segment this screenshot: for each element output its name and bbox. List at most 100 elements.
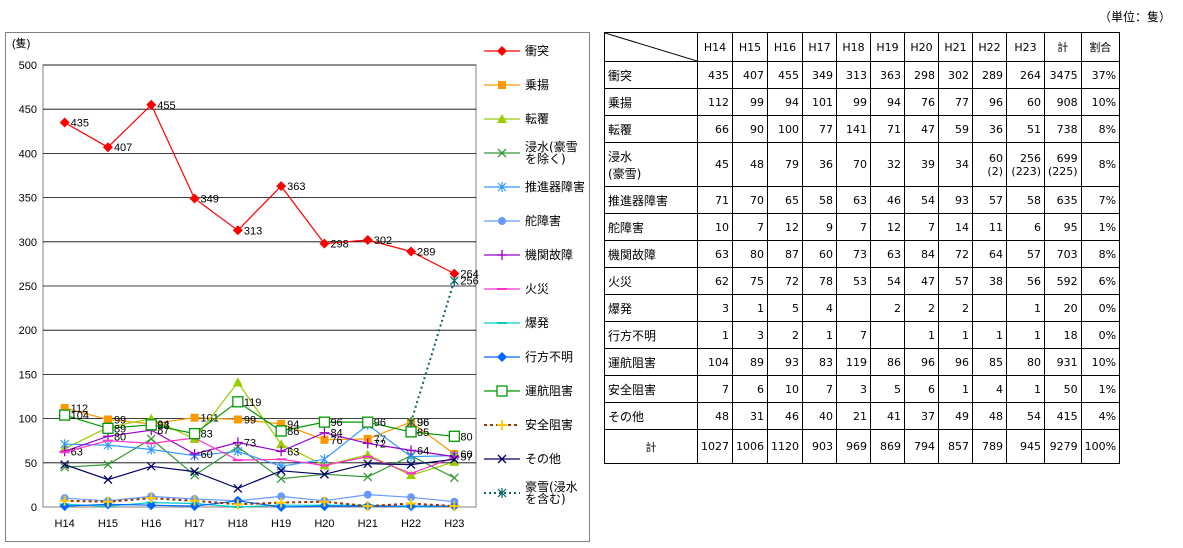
data-point [146,493,157,504]
table-cell: 8% [1080,240,1121,268]
table-row: 運航阻害 104 89 93 83 119 86 96 96 85 80 931 10% [604,348,1121,376]
cell-value: 36 [819,158,833,171]
cell-value: 89 [750,355,764,369]
table-row: 衝突 435 407 455 349 313 363 298 302 289 264 3475 37% [604,61,1121,89]
table-cell: 10 [767,375,803,403]
y-tick-label: 250 [19,281,37,293]
cell-value: 104 [708,355,729,369]
cell-value: 96 [989,95,1003,109]
x-tick-label: H16 [141,518,161,530]
table-cell: 72 [938,240,973,268]
data-label: 96 [330,417,342,429]
legend-entry: 運航阻害 [525,383,573,398]
cell-value: 80 [1027,355,1041,369]
table-body: 衝突 435 407 455 349 313 363 298 302 289 264 3475 37% 乗… [604,61,1121,464]
table-cell: 4% [1080,402,1121,430]
table-row: 火災 62 75 72 78 53 54 47 57 38 56 592 6% [604,267,1121,295]
data-label: 264 [460,269,478,281]
table-cell: 1% [1080,213,1121,241]
cell-value: 1 [962,382,969,396]
row-label-text: 舵障害 [608,220,645,235]
cell-value: 45 [715,158,729,171]
table-cell: 908 [1044,88,1082,116]
table-header-cell: H19 [870,32,905,62]
table-cell: 60 (2) [972,142,1007,187]
table-cell: 14 [938,213,973,241]
legend-marker [497,148,507,158]
data-point [146,99,157,110]
table-cell: 37% [1080,61,1121,89]
table-row: 安全阻害 7 6 10 7 3 5 6 1 4 1 50 1% [604,375,1121,403]
cell-value: 72 [785,274,799,288]
legend-entry: 安全阻害 [525,417,573,432]
table-cell: 7 [836,321,871,349]
data-point [233,446,243,457]
cell-value: 20 [1063,301,1078,315]
cell-value: 57 [955,274,969,288]
table-cell: 60 [802,240,837,268]
data-point [60,462,70,472]
table-cell: 1 [1006,375,1045,403]
data-label: 63 [287,446,299,458]
table-cell: 37 [904,402,939,430]
legend-entry: 推進器障害 [525,179,585,194]
cell-value: 4 [826,301,833,315]
table-cell: 1 [972,321,1007,349]
data-point [232,499,243,510]
cell-value: 48 [989,409,1003,423]
table-header-cell: 割合 [1080,32,1121,62]
data-point [189,495,200,506]
table-cell: 76 [904,88,939,116]
data-point [233,415,242,424]
table-cell: 46 [870,186,905,214]
data-point [407,493,416,502]
cell-value: 8% [1098,122,1117,136]
table-cell: 93 [938,186,973,214]
series-line-6 [64,429,455,458]
table-header-cell: H21 [938,32,973,62]
data-point [190,413,199,422]
table-cell: 407 [732,61,768,89]
table-cell: 53 [836,267,871,295]
cell-value: 7 [860,220,867,234]
data-point [146,434,156,444]
table-cell: 112 [697,88,733,116]
table-cell: 10% [1080,348,1121,376]
table-cell: 5 [767,294,803,322]
table-cell: 47 [904,115,939,143]
cell-value: 60 [989,151,1003,165]
table-cell: 363 [870,61,905,89]
data-label: 83 [201,429,213,441]
table-cell: 7% [1080,186,1121,214]
table-cell: 41 [870,402,905,430]
cell-value: 40 [819,409,833,423]
table-cell: 96 [938,348,973,376]
y-tick-label: 50 [25,458,37,470]
table-cell: 4 [802,294,837,322]
table-header-cell: 計 [1044,32,1082,62]
table-cell: 80 [1006,348,1045,376]
cell-value: 57 [989,193,1003,207]
legend-entry: 行方不明 [525,349,573,364]
table-cell: 90 [732,115,768,143]
table-cell: 7 [802,375,837,403]
series-line-1 [64,407,455,455]
cell-value: 7 [826,382,833,396]
cell-value: 54 [887,274,901,288]
cell-value: 53 [853,274,867,288]
table-row: 転覆 66 90 100 77 141 71 47 59 36 51 738 8% [604,115,1121,143]
table-cell: 38 [972,267,1007,295]
data-point [363,472,373,482]
data-point [363,490,372,499]
data-label: 435 [71,117,89,129]
row-label-text: その他 [608,409,645,424]
cell-value: 56 [1027,274,1041,288]
table-cell: 60 [1006,88,1045,116]
data-label: 72 [374,438,386,450]
table-cell: 703 [1044,240,1082,268]
table-row: 行方不明 1 3 2 1 7 1 1 1 1 18 0% [604,321,1121,349]
row-label: 安全阻害 [604,375,698,403]
cell-value: 141 [846,122,867,136]
data-point [189,501,200,512]
data-point [362,235,373,246]
